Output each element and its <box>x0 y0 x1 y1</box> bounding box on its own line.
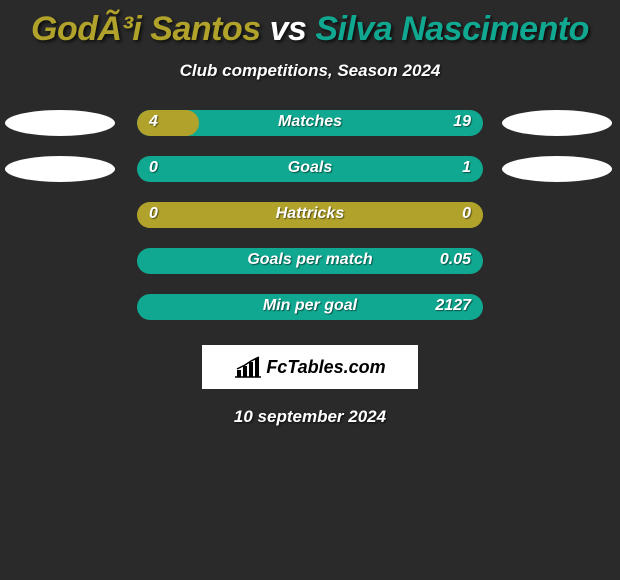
stat-label: Min per goal <box>137 297 483 315</box>
brand-box: FcTables.com <box>202 345 418 389</box>
stat-left-value: 0 <box>149 205 158 223</box>
title-player1: GodÃ³i Santos <box>31 10 261 48</box>
stat-bar: 4Matches19 <box>137 110 483 136</box>
player2-oval <box>502 110 612 136</box>
stat-right-value: 19 <box>453 113 471 131</box>
stat-bar: Min per goal2127 <box>137 294 483 320</box>
stat-row: Min per goal2127 <box>0 293 620 339</box>
player1-oval <box>5 156 115 182</box>
page-title: GodÃ³i Santos vs Silva Nascimento <box>0 0 620 51</box>
brand: FcTables.com <box>234 356 385 378</box>
stat-bar-fill <box>137 202 483 228</box>
stat-row: 0Hattricks0 <box>0 201 620 247</box>
stat-bar: 0Goals1 <box>137 156 483 182</box>
stat-left-value: 4 <box>149 113 158 131</box>
stat-rows: 4Matches190Goals10Hattricks0Goals per ma… <box>0 109 620 339</box>
brand-text: FcTables.com <box>266 357 385 378</box>
comparison-card: GodÃ³i Santos vs Silva Nascimento Club c… <box>0 0 620 427</box>
stat-right-value: 2127 <box>435 297 471 315</box>
date: 10 september 2024 <box>0 407 620 427</box>
stat-row: 4Matches19 <box>0 109 620 155</box>
stat-right-value: 0.05 <box>440 251 471 269</box>
player2-oval <box>502 156 612 182</box>
stat-row: 0Goals1 <box>0 155 620 201</box>
stat-label: Goals <box>137 159 483 177</box>
stat-label: Goals per match <box>137 251 483 269</box>
stat-bar: Goals per match0.05 <box>137 248 483 274</box>
title-player2: Silva Nascimento <box>315 10 589 48</box>
stat-right-value: 1 <box>462 159 471 177</box>
stat-bar-fill <box>137 110 199 136</box>
stat-right-value: 0 <box>462 205 471 223</box>
stat-bar: 0Hattricks0 <box>137 202 483 228</box>
stat-left-value: 0 <box>149 159 158 177</box>
bar-chart-icon <box>234 356 262 378</box>
stat-row: Goals per match0.05 <box>0 247 620 293</box>
player1-oval <box>5 110 115 136</box>
subtitle: Club competitions, Season 2024 <box>0 61 620 81</box>
title-vs: vs <box>261 10 316 48</box>
